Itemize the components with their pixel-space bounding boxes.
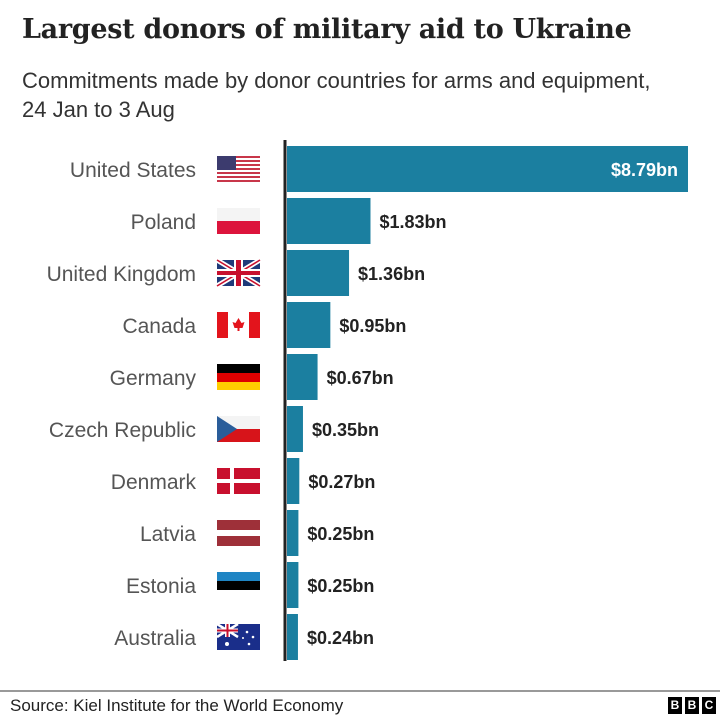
bar — [287, 198, 371, 244]
bar-row: Germany $0.67bn — [110, 354, 394, 400]
data-label: $0.67bn — [327, 368, 394, 388]
category-label: Estonia — [126, 575, 196, 598]
estonia-flag-icon — [217, 572, 260, 598]
data-label: $1.83bn — [379, 212, 446, 232]
bar — [287, 146, 688, 192]
logo-letter: B — [668, 697, 682, 714]
category-label: Poland — [131, 211, 196, 234]
uk-flag-icon — [215, 257, 262, 289]
latvia-flag-icon — [217, 520, 260, 546]
category-label: Canada — [122, 315, 196, 338]
denmark-flag-icon — [217, 468, 260, 494]
bar — [287, 250, 350, 296]
bar — [287, 406, 303, 452]
data-label: $0.25bn — [307, 576, 374, 596]
chart-title: Largest donors of military aid to Ukrain… — [22, 14, 632, 45]
canada-flag-icon — [217, 312, 260, 338]
germany-flag-icon — [217, 364, 260, 390]
footer-divider — [0, 690, 720, 692]
data-label: $0.27bn — [308, 472, 375, 492]
data-label: $0.35bn — [312, 420, 379, 440]
australia-flag-icon — [216, 622, 260, 650]
data-label: $1.36bn — [358, 264, 425, 284]
category-label: Australia — [114, 627, 196, 650]
bar-row: Czech Republic $0.35bn — [49, 406, 379, 452]
source-note: Source: Kiel Institute for the World Eco… — [10, 696, 344, 715]
category-label: Denmark — [111, 471, 197, 494]
bar-row: Australia $0.24bn — [114, 614, 374, 660]
category-label: United Kingdom — [47, 263, 196, 286]
logo-letter: C — [702, 697, 716, 714]
logo-letter: B — [685, 697, 699, 714]
bar — [287, 614, 298, 660]
bar — [287, 458, 300, 504]
category-label: Latvia — [140, 523, 196, 546]
chart-subtitle: Commitments made by donor countries for … — [22, 68, 651, 122]
bar-row: Denmark $0.27bn — [111, 458, 375, 504]
bar — [287, 354, 318, 400]
bar-row: Poland $1.83bn — [131, 198, 447, 244]
czech-flag-icon — [217, 416, 260, 442]
data-label: $0.25bn — [307, 524, 374, 544]
category-label: Czech Republic — [49, 419, 196, 442]
poland-flag-icon — [217, 208, 260, 234]
bar-row: Canada $0.95bn — [122, 302, 406, 348]
bar — [287, 510, 299, 556]
data-label: $0.24bn — [307, 628, 374, 648]
bar-row: United Kingdom $1.36bn — [47, 250, 425, 296]
bar-chart: United States $8.79bn Poland $1.83bn United … — [47, 140, 688, 661]
bar-row: Estonia $0.25bn — [126, 562, 374, 608]
bar-row: United States $8.79bn — [70, 146, 688, 192]
bar — [287, 562, 299, 608]
bar-row: Latvia $0.25bn — [140, 510, 374, 556]
us-flag-icon — [217, 156, 260, 182]
bar — [287, 302, 331, 348]
data-label: $0.95bn — [339, 316, 406, 336]
data-label: $8.79bn — [611, 160, 678, 180]
bbc-logo: B B C — [668, 697, 716, 714]
category-label: Germany — [110, 367, 197, 390]
category-label: United States — [70, 159, 196, 182]
